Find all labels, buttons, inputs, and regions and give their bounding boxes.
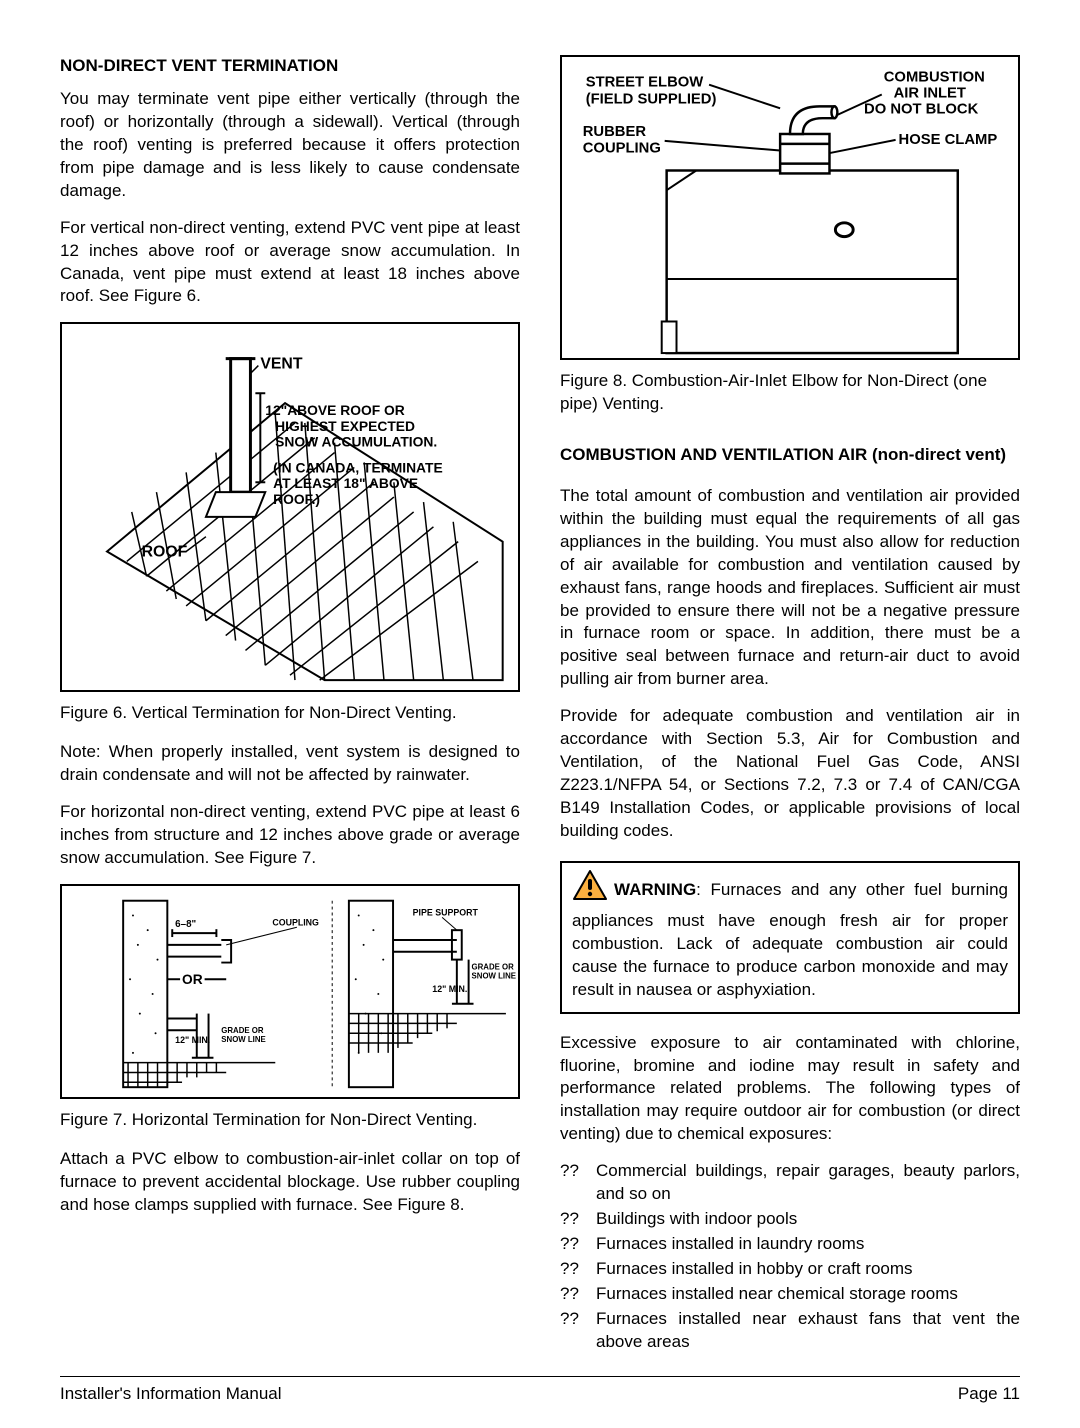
heading-combustion-ventilation: COMBUSTION AND VENTILATION AIR (non-dire… <box>560 444 1020 467</box>
para-8: Excessive exposure to air contaminated w… <box>560 1032 1020 1147</box>
warning-label: WARNING <box>614 880 696 899</box>
svg-text:12" MIN.: 12" MIN. <box>175 1035 210 1045</box>
svg-text:COMBUSTION AIR INL: COMBUSTION AIR INLET DO NOT BLOCK <box>864 70 989 118</box>
svg-text:12" MIN.: 12" MIN. <box>432 984 467 994</box>
figure-6: VENT 12"ABOVE ROOF OR HIGHEST EXPECTED S… <box>60 322 520 692</box>
list-item: ??Furnaces installed in hobby or craft r… <box>560 1258 1020 1281</box>
left-column: NON-DIRECT VENT TERMINATION You may term… <box>60 55 520 1356</box>
list-item: ??Furnaces installed in laundry rooms <box>560 1233 1020 1256</box>
svg-text:COUPLING: COUPLING <box>272 917 319 927</box>
list-item: ??Furnaces installed near exhaust fans t… <box>560 1308 1020 1354</box>
heading-non-direct-vent: NON-DIRECT VENT TERMINATION <box>60 55 520 78</box>
svg-text:RUBBER COUPLING: RUBBER COUPLING <box>583 124 661 157</box>
warning-icon <box>572 869 608 908</box>
fig6-roof-label: ROOF <box>142 544 188 561</box>
para-7: Provide for adequate combustion and vent… <box>560 705 1020 843</box>
para-4: For horizontal non-direct venting, exten… <box>60 801 520 870</box>
list-item: ??Buildings with indoor pools <box>560 1208 1020 1231</box>
para-3: Note: When properly installed, vent syst… <box>60 741 520 787</box>
list-item: ??Commercial buildings, repair garages, … <box>560 1160 1020 1206</box>
figure-8-caption: Figure 8. Combustion-Air-Inlet Elbow for… <box>560 370 1020 416</box>
figure-7: 6–8" OR 12" MIN. GRADE OR <box>60 884 520 1099</box>
para-6: The total amount of combustion and venti… <box>560 485 1020 691</box>
fig6-vent-label: VENT <box>260 356 303 373</box>
svg-text:GRADE OR SNOW LINE: GRADE OR SNOW LINE <box>221 1026 265 1044</box>
para-1: You may terminate vent pipe either verti… <box>60 88 520 203</box>
para-2: For vertical non-direct venting, extend … <box>60 217 520 309</box>
svg-text:PIPE SUPPORT: PIPE SUPPORT <box>413 907 479 917</box>
svg-text:6–8": 6–8" <box>175 919 196 930</box>
para-5: Attach a PVC elbow to combustion-air-inl… <box>60 1148 520 1217</box>
list-item: ??Furnaces installed near chemical stora… <box>560 1283 1020 1306</box>
footer-right: Page 11 <box>958 1383 1020 1406</box>
figure-8: STREET ELBOW (FIELD SUPPLIED) COMBUSTION… <box>560 55 1020 360</box>
page-footer: Installer's Information Manual Page 11 <box>60 1376 1020 1406</box>
svg-text:GRADE OR SNOW LINE: GRADE OR SNOW LINE <box>472 962 516 980</box>
warning-box: WARNING: Furnaces and any other fuel bur… <box>560 861 1020 1014</box>
svg-text:STREET ELBOW (FIEL: STREET ELBOW (FIELD SUPPLIED) <box>586 75 717 108</box>
exposure-list: ??Commercial buildings, repair garages, … <box>560 1160 1020 1354</box>
right-column: STREET ELBOW (FIELD SUPPLIED) COMBUSTION… <box>560 55 1020 1356</box>
fig7-or-label: OR <box>182 972 203 987</box>
svg-text:12"ABOVE ROOF OR H: 12"ABOVE ROOF OR HIGHEST EXPECTED SNOW A… <box>265 402 437 450</box>
figure-7-caption: Figure 7. Horizontal Termination for Non… <box>60 1109 520 1132</box>
footer-left: Installer's Information Manual <box>60 1383 282 1406</box>
svg-text:HOSE CLAMP: HOSE CLAMP <box>899 132 998 148</box>
figure-6-caption: Figure 6. Vertical Termination for Non-D… <box>60 702 520 725</box>
